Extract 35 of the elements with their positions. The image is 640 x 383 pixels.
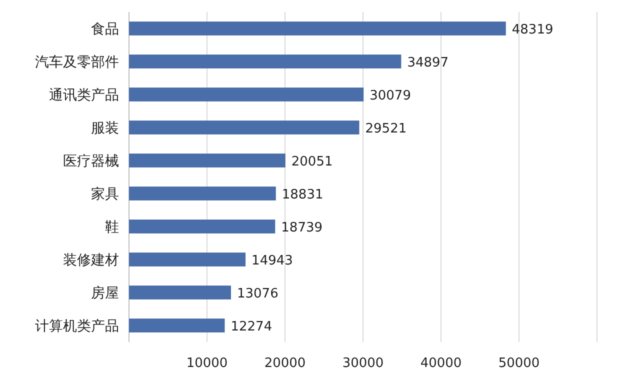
data-label: 34897 <box>407 56 449 70</box>
x-tick-label: 30000 <box>342 356 384 371</box>
bar <box>129 54 402 68</box>
data-label: 12274 <box>230 320 272 334</box>
bar <box>129 186 276 200</box>
y-tick-label: 装修建材 <box>63 252 119 268</box>
x-tick-label: 10000 <box>186 356 228 371</box>
data-label: 14943 <box>252 254 293 268</box>
y-tick-label: 汽车及零部件 <box>35 54 119 70</box>
data-label: 20051 <box>291 154 333 170</box>
data-label: 18739 <box>281 220 323 236</box>
y-tick-label: 计算机类产品 <box>35 318 119 334</box>
x-tick-label: 20000 <box>264 356 306 371</box>
y-tick-label: 服装 <box>91 120 119 136</box>
data-label: 30079 <box>370 88 411 104</box>
data-label: 18831 <box>282 188 324 202</box>
bar <box>129 220 276 234</box>
y-tick-label: 房屋 <box>91 286 119 302</box>
y-tick-label: 医疗器械 <box>63 154 119 170</box>
data-label: 29521 <box>365 122 407 136</box>
y-tick-label: 通讯类产品 <box>49 88 119 104</box>
y-tick-label: 食品 <box>91 22 119 38</box>
y-tick-label: 家具 <box>91 186 119 202</box>
x-tick-label: 40000 <box>420 356 462 371</box>
bar <box>129 154 286 168</box>
bar <box>129 88 364 102</box>
bar <box>129 120 360 134</box>
data-label: 48319 <box>512 22 554 38</box>
bar <box>129 252 246 266</box>
bar <box>129 22 506 36</box>
bar <box>129 286 231 300</box>
bar <box>129 318 225 332</box>
y-tick-label: 鞋 <box>105 220 119 236</box>
x-tick-label: 50000 <box>498 356 540 371</box>
data-label: 13076 <box>236 286 278 302</box>
